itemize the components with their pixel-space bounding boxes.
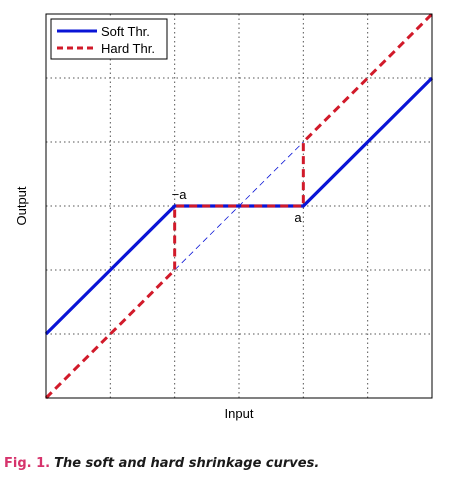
- y-axis-label: Output: [14, 186, 29, 225]
- legend-label-soft-thr: Soft Thr.: [101, 24, 150, 39]
- figure-caption-label: Fig. 1.: [4, 456, 51, 471]
- series-line-soft-thr: [44, 76, 434, 336]
- annotation-a: a: [294, 210, 302, 225]
- annotation-neg-a: −a: [172, 187, 188, 202]
- plot-frame: [45, 13, 433, 399]
- legend-box: [50, 18, 168, 60]
- legend-label-hard-thr: Hard Thr.: [101, 41, 155, 56]
- figure-caption: Fig. 1. The soft and hard shrinkage curve…: [4, 456, 468, 471]
- annotations: −a a: [172, 187, 303, 225]
- x-axis-label: Input: [225, 406, 254, 421]
- legend: Soft Thr. Hard Thr.: [50, 18, 168, 60]
- series-line-hard-thr: [44, 12, 434, 400]
- figure-caption-text: The soft and hard shrinkage curves.: [54, 456, 320, 471]
- series-layer: [44, 12, 434, 400]
